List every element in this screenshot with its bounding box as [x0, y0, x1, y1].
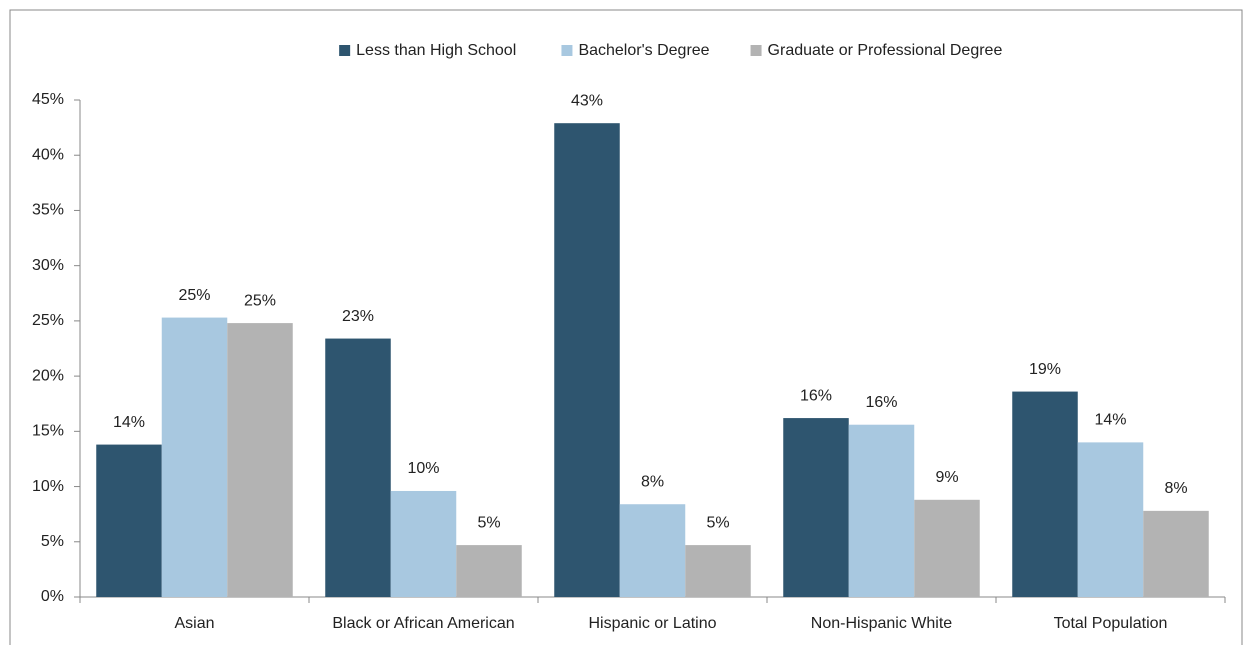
legend-label: Less than High School: [356, 42, 516, 59]
value-label: 19%: [1029, 361, 1061, 378]
value-label: 43%: [571, 92, 603, 109]
y-tick-label: 45%: [32, 91, 64, 108]
bar: [554, 123, 620, 598]
bar: [161, 317, 228, 597]
value-label: 25%: [178, 287, 210, 304]
value-label: 16%: [865, 394, 897, 411]
bar: [1077, 442, 1144, 597]
legend-label: Bachelor's Degree: [578, 42, 709, 59]
x-tick-label: Hispanic or Latino: [588, 615, 716, 632]
y-tick-label: 15%: [32, 423, 64, 440]
bar: [325, 338, 391, 597]
chart-border: [9, 9, 1243, 645]
y-tick-label: 35%: [32, 202, 64, 219]
value-label: 5%: [477, 514, 500, 531]
bar: [848, 424, 915, 597]
value-label: 8%: [1164, 480, 1187, 497]
y-tick-label: 30%: [32, 257, 64, 274]
value-label: 5%: [706, 514, 729, 531]
legend-swatch: [750, 45, 762, 56]
y-tick-label: 10%: [32, 478, 64, 495]
bar: [914, 499, 980, 597]
legend-label: Graduate or Professional Degree: [768, 42, 1003, 59]
legend-swatch: [339, 45, 351, 56]
y-tick-label: 20%: [32, 367, 64, 384]
bar: [456, 545, 522, 597]
x-tick-label: Black or African American: [332, 615, 514, 632]
bar: [1143, 510, 1209, 597]
value-label: 14%: [113, 414, 145, 431]
x-tick-label: Total Population: [1054, 615, 1168, 632]
y-tick-label: 0%: [41, 588, 64, 605]
y-tick-label: 40%: [32, 146, 64, 163]
y-tick-label: 25%: [32, 312, 64, 329]
x-tick-label: Non-Hispanic White: [811, 615, 952, 632]
x-tick-label: Asian: [174, 615, 214, 632]
value-label: 9%: [935, 469, 958, 486]
value-label: 25%: [244, 292, 276, 309]
bar: [685, 545, 751, 597]
bar: [227, 323, 293, 597]
bar: [390, 490, 457, 597]
value-label: 10%: [407, 460, 439, 477]
bar: [619, 504, 686, 597]
value-label: 23%: [342, 308, 374, 325]
legend-swatch: [561, 45, 573, 56]
bar: [1012, 391, 1078, 597]
bar: [783, 418, 849, 597]
y-tick-label: 5%: [41, 533, 64, 550]
bar: [96, 444, 162, 597]
value-label: 14%: [1094, 412, 1126, 429]
value-label: 16%: [800, 387, 832, 404]
value-label: 8%: [641, 473, 664, 490]
